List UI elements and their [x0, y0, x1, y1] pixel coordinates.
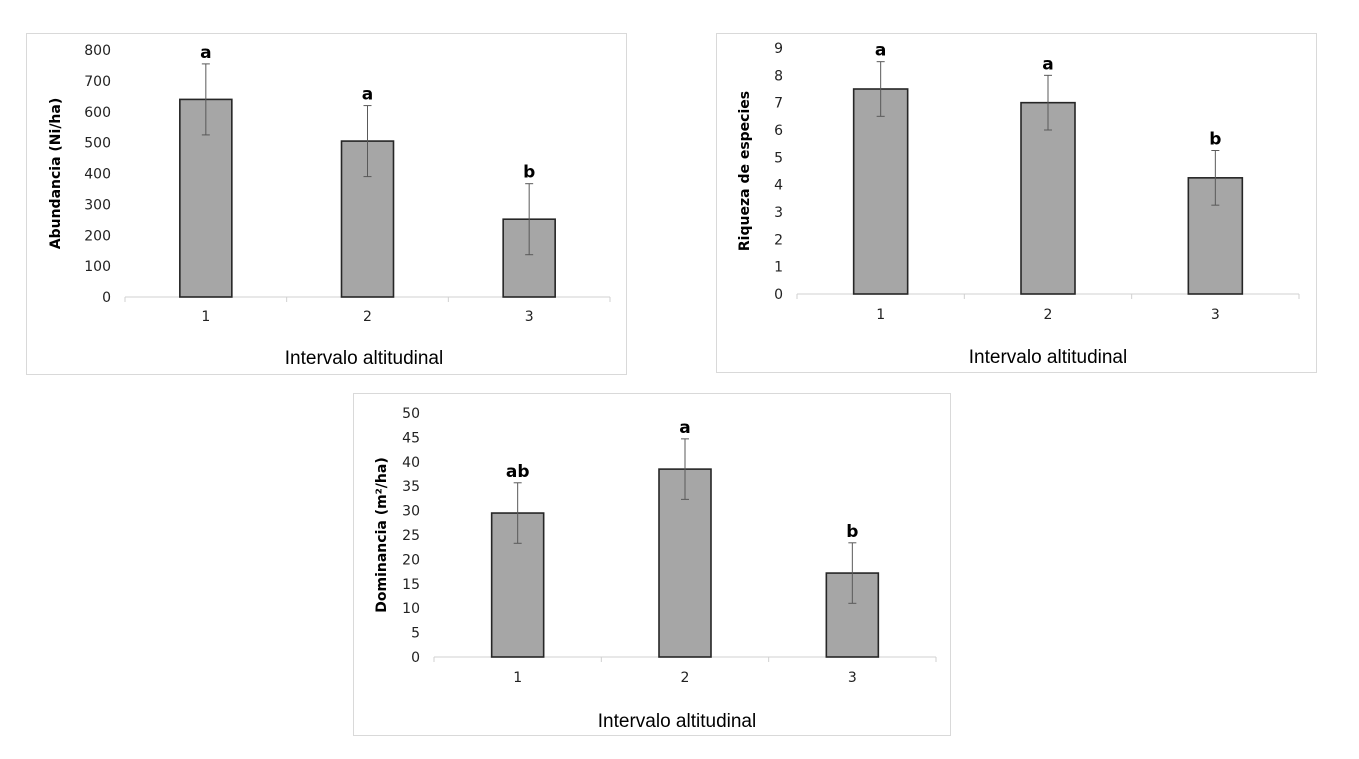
chart-abundancia: 0 100 200 300 400 500 600 700 800 Abundancia (Ni/… [48, 43, 611, 325]
y-tick-label: 1 [774, 260, 783, 276]
x-tick-label: 3 [1211, 307, 1220, 323]
y-tick-label: 40 [402, 455, 420, 471]
y-tick-label: 800 [84, 43, 111, 59]
significance-label: a [875, 41, 886, 61]
y-tick-label: 15 [402, 577, 420, 593]
y-tick-label: 6 [774, 123, 783, 139]
significance-label: b [1209, 130, 1221, 150]
bar [1020, 101, 1076, 295]
significance-label: a [679, 418, 690, 438]
y-tick-label: 7 [774, 96, 783, 112]
x-tick-label: 3 [848, 670, 857, 686]
y-tick-label: 25 [402, 528, 420, 544]
significance-label: a [200, 43, 211, 63]
bar [852, 88, 909, 295]
bar [658, 468, 712, 658]
y-tick-label: 50 [402, 406, 420, 422]
y-tick-label: 700 [84, 74, 111, 90]
y-tick-label: 500 [84, 136, 111, 152]
y-tick-label: 600 [84, 105, 111, 121]
y-tick-label: 5 [774, 150, 783, 166]
y-tick-label: 20 [402, 552, 420, 568]
y-tick-label: 30 [402, 504, 420, 520]
x-tick-label: 2 [363, 309, 372, 325]
y-tick-label: 0 [411, 650, 420, 666]
significance-label: b [523, 163, 535, 183]
x-tick-label: 1 [513, 670, 522, 686]
y-tick-label: 0 [102, 290, 111, 306]
x-axis-title: Intervalo altitudinal [241, 346, 487, 372]
x-tick-label: 3 [525, 309, 534, 325]
y-tick-label: 3 [774, 205, 783, 221]
y-tick-label: 100 [84, 259, 111, 275]
y-axis-title: Abundancia (Ni/ha) [48, 98, 64, 249]
y-tick-label: 0 [774, 287, 783, 303]
chart-panel-riqueza: 0 1 2 3 4 5 6 7 8 9 Riqueza de especies a 1 a 2 b 3 Inte… [716, 33, 1317, 373]
x-tick-label: 1 [201, 309, 210, 325]
y-tick-label: 2 [774, 232, 783, 248]
y-tick-label: 300 [84, 197, 111, 213]
y-tick-label: 35 [402, 479, 420, 495]
x-tick-label: 2 [1044, 307, 1053, 323]
y-tick-label: 9 [774, 41, 783, 57]
y-tick-label: 45 [402, 430, 420, 446]
significance-label: ab [506, 462, 530, 482]
y-tick-label: 10 [402, 601, 420, 617]
significance-label: a [362, 85, 373, 105]
x-axis-title: Intervalo altitudinal [921, 345, 1175, 371]
y-tick-label: 4 [774, 178, 783, 194]
y-tick-label: 5 [411, 626, 420, 642]
significance-label: a [1042, 54, 1053, 74]
y-tick-label: 200 [84, 228, 111, 244]
significance-label: b [846, 522, 858, 542]
y-axis-title: Dominancia (m²/ha) [374, 457, 390, 612]
chart-riqueza: 0 1 2 3 4 5 6 7 8 9 Riqueza de especies a 1 a 2 b 3 [737, 41, 1300, 323]
x-tick-label: 1 [876, 307, 885, 323]
x-tick-label: 2 [681, 670, 690, 686]
chart-panel-abundancia: 0 100 200 300 400 500 600 700 800 Abundancia (Ni/… [26, 33, 627, 375]
y-tick-label: 8 [774, 68, 783, 84]
x-axis-title: Intervalo altitudinal [563, 709, 791, 735]
y-tick-label: 400 [84, 167, 111, 183]
y-axis-title: Riqueza de especies [737, 91, 753, 251]
chart-panel-dominancia: 0 5 10 15 20 25 30 35 40 45 50 Dominancia (m²/ha) ab… [353, 393, 951, 736]
